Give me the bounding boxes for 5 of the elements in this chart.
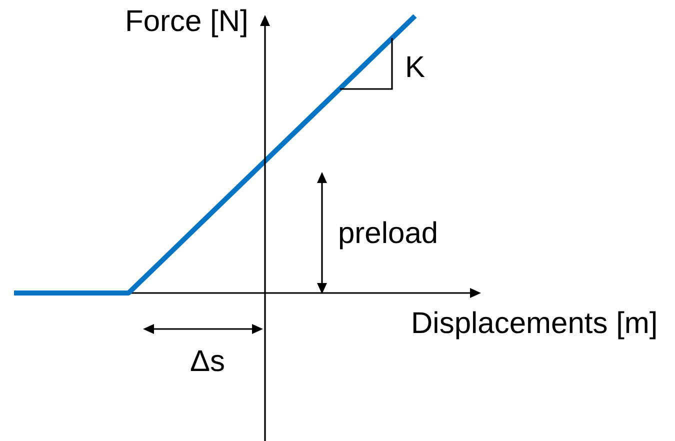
annotation: K bbox=[405, 50, 426, 84]
y-axis-title: Force [N] bbox=[125, 4, 248, 38]
x-axis-title: Displacements [m] bbox=[411, 306, 658, 340]
text: Δs bbox=[190, 344, 226, 378]
annotation: preload bbox=[338, 216, 438, 250]
